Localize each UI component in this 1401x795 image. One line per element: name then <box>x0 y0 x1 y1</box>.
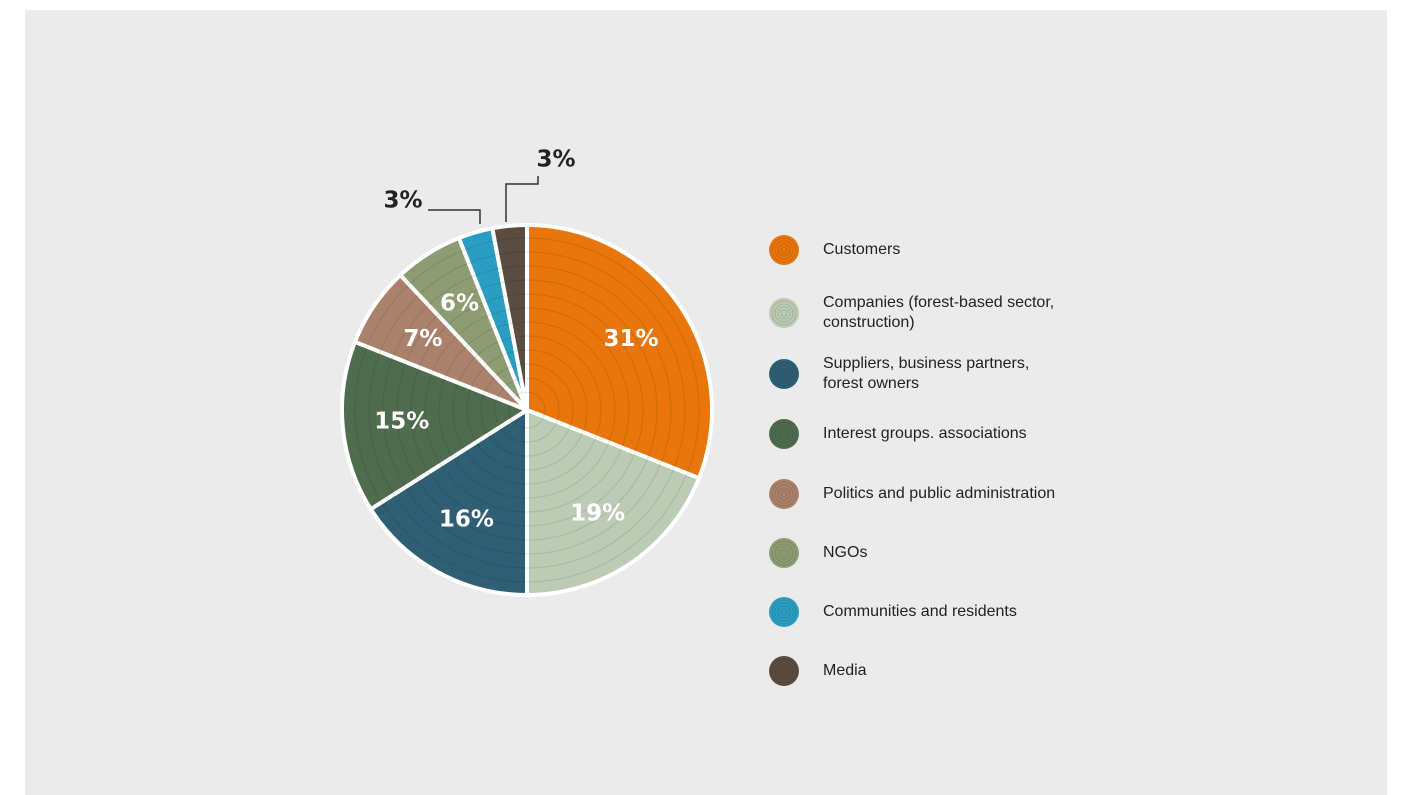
ring <box>480 363 574 457</box>
ring <box>382 265 672 555</box>
legend-label: NGOs <box>823 544 867 561</box>
ring <box>452 335 602 485</box>
legend-label: Suppliers, business partners, forest owne… <box>823 355 1029 392</box>
swatch-ring <box>774 543 794 563</box>
swatch-ring <box>774 602 794 622</box>
swatch-ring <box>777 367 791 381</box>
swatch-ring <box>780 667 788 675</box>
pie <box>340 223 714 597</box>
swatch-ring <box>780 370 788 378</box>
ring <box>494 377 560 443</box>
leader-line <box>428 209 481 224</box>
swatch-ring <box>774 424 794 444</box>
data-label: 3% <box>383 188 422 214</box>
swatch-ring <box>780 490 788 498</box>
ring <box>508 391 546 429</box>
legend-label: Customers <box>823 241 900 258</box>
swatch-ring <box>780 608 788 616</box>
legend: Customers Companies (forest-based sector,… <box>769 235 1055 686</box>
ring <box>396 279 658 541</box>
leader-line <box>505 176 539 222</box>
swatch-ring <box>771 540 797 566</box>
swatch-ring <box>771 421 797 447</box>
labels: 31% 19% 16% 15% 7% 6% 3% 3% <box>374 147 658 533</box>
swatch-ring <box>774 364 794 384</box>
data-label: 3% <box>536 147 575 173</box>
ring <box>354 237 700 583</box>
swatch-ring <box>777 605 791 619</box>
swatch-ring <box>774 303 794 323</box>
legend-swatch <box>769 359 799 389</box>
data-label: 6% <box>440 290 479 316</box>
legend-label: Politics and public administration <box>823 485 1055 502</box>
legend-label: Interest groups. associations <box>823 425 1027 442</box>
swatch-ring <box>780 246 788 254</box>
ring <box>368 251 686 569</box>
swatch-ring <box>777 487 791 501</box>
slice <box>340 339 529 512</box>
swatch-ring <box>777 664 791 678</box>
slice <box>368 408 529 597</box>
swatch-ring <box>774 661 794 681</box>
swatch-ring <box>774 484 794 504</box>
legend-swatch <box>769 656 799 686</box>
swatch-ring <box>777 306 791 320</box>
legend-label: Media <box>823 662 867 679</box>
swatch-ring <box>780 430 788 438</box>
swatch-ring <box>771 599 797 625</box>
swatch-ring <box>774 240 794 260</box>
swatch-ring <box>777 243 791 257</box>
swatch-ring <box>771 658 797 684</box>
swatch-ring <box>771 481 797 507</box>
slice <box>525 223 714 481</box>
legend-swatch <box>769 538 799 568</box>
slice <box>525 408 702 597</box>
legend-swatch <box>769 419 799 449</box>
data-label: 31% <box>604 326 659 352</box>
data-label: 19% <box>570 501 625 527</box>
legend-swatch <box>769 597 799 627</box>
legend-swatch <box>769 479 799 509</box>
data-label: 16% <box>439 507 494 533</box>
swatch-ring <box>777 546 791 560</box>
ring <box>438 321 616 499</box>
ring <box>410 293 644 527</box>
swatch-ring <box>780 309 788 317</box>
slice <box>490 223 529 412</box>
swatch-ring <box>780 549 788 557</box>
ring <box>466 349 588 471</box>
swatch-ring <box>771 361 797 387</box>
data-label: 15% <box>374 408 429 434</box>
legend-label: Companies (forest-based sector, construct… <box>823 294 1054 331</box>
ring <box>424 307 630 513</box>
legend-label: Communities and residents <box>823 603 1017 620</box>
swatch-ring <box>771 237 797 263</box>
legend-swatch <box>769 298 799 328</box>
legend-swatch <box>769 235 799 265</box>
ring-texture <box>354 237 700 583</box>
data-label: 7% <box>403 326 442 352</box>
swatch-ring <box>777 427 791 441</box>
swatch-ring <box>771 300 797 326</box>
